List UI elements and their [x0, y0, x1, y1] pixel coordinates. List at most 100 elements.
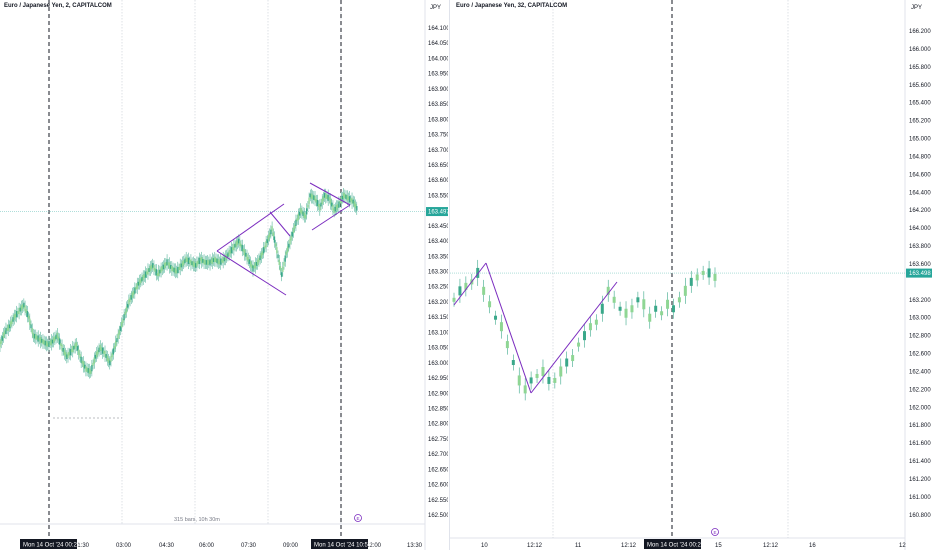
symbol-title[interactable]: Euro / Japanese Yen, 2, CAPITALCOM	[4, 3, 112, 9]
candle-body	[214, 256, 216, 263]
candle-body	[163, 262, 166, 269]
candle-body	[24, 305, 26, 311]
candle-body	[333, 208, 335, 213]
price-tick-label: 160.800	[909, 513, 931, 519]
candle-body	[666, 299, 670, 309]
candle-body	[276, 247, 278, 254]
chart-pane-left[interactable]: 164.100 164.050 164.000 163.950 163.900 163.8…	[0, 0, 448, 550]
price-tick-label: 162.650	[428, 467, 448, 473]
candle-body	[166, 259, 168, 266]
candle-body	[511, 360, 515, 366]
candle-body	[49, 341, 51, 345]
candle-body	[128, 299, 130, 305]
candle-body	[88, 368, 91, 374]
candle-body	[258, 257, 260, 263]
candle-body	[130, 295, 132, 300]
candle-body	[107, 358, 110, 363]
candle-body	[147, 268, 149, 275]
candle-body	[58, 338, 61, 345]
candle-body	[5, 327, 7, 334]
candle-body	[51, 339, 54, 344]
date-badge-label: Mon 14 Oct '24 10:50	[314, 543, 372, 549]
time-tick-label: 16	[809, 543, 816, 549]
candle-body	[260, 252, 263, 259]
candle-body	[143, 274, 146, 278]
candle-body	[0, 339, 2, 344]
candle-body	[247, 257, 249, 262]
candle-body	[6, 327, 8, 331]
candle-body	[233, 244, 235, 251]
candle-body	[33, 333, 36, 339]
candle-body	[282, 266, 284, 272]
candle-body	[111, 353, 113, 358]
candle-body	[19, 307, 21, 312]
candle-body	[149, 265, 152, 272]
candle-body	[183, 260, 185, 265]
candle-body	[285, 251, 288, 255]
candle-body	[600, 303, 604, 314]
candle-body	[35, 334, 37, 340]
candle-body	[190, 259, 192, 266]
price-tick-label: 163.600	[428, 178, 448, 184]
candle-body	[54, 336, 56, 341]
candle-body	[452, 297, 456, 302]
candle-body	[273, 236, 276, 243]
candle-body	[203, 258, 205, 265]
candle-body	[683, 285, 687, 296]
price-tick-label: 164.200	[909, 208, 931, 214]
candle-body	[320, 202, 322, 207]
last-price-label: 163.497	[428, 210, 448, 216]
candle-body	[707, 268, 711, 278]
price-tick-label: 162.900	[428, 391, 448, 397]
candle-body	[346, 195, 348, 201]
time-tick-label: 11	[575, 543, 582, 549]
candle-body	[291, 231, 294, 237]
chart-pane-right[interactable]: 166.200 166.000 165.800 165.600 165.400 165.2…	[449, 0, 932, 550]
candle-body	[303, 212, 305, 218]
time-tick-label: 07:30	[241, 543, 257, 549]
candle-body	[159, 269, 161, 274]
price-tick-label: 163.550	[428, 193, 448, 199]
candle-body	[277, 254, 279, 259]
candle-body	[195, 263, 197, 268]
candle-body	[60, 343, 62, 347]
candle-body	[75, 342, 78, 347]
candle-body	[72, 346, 74, 353]
candle-body	[20, 305, 23, 311]
candle-body	[339, 200, 341, 204]
candle-body	[76, 346, 79, 351]
candle-body	[146, 271, 148, 275]
candle-body	[263, 247, 265, 254]
symbol-title[interactable]: Euro / Japanese Yen, 32, CAPITALCOM	[456, 3, 568, 9]
candle-body	[32, 333, 35, 338]
candle-body	[10, 321, 12, 327]
candle-body	[155, 269, 158, 276]
candle-body	[344, 193, 346, 199]
candle-body	[322, 196, 325, 201]
pattern-trendline	[269, 211, 291, 237]
candle-body	[310, 193, 313, 199]
candle-body	[78, 349, 80, 355]
price-tick-label: 165.200	[909, 119, 931, 125]
chart-left-svg[interactable]: 164.100 164.050 164.000 163.950 163.900 163.8…	[0, 0, 448, 550]
price-tick-label: 163.850	[428, 102, 448, 108]
candle-body	[249, 261, 252, 267]
candle-body	[329, 198, 332, 205]
candle-body	[309, 193, 311, 198]
candle-body	[50, 339, 53, 346]
price-tick-label: 164.100	[428, 26, 448, 32]
candle-body	[328, 196, 331, 200]
price-tick-label: 163.700	[428, 148, 448, 154]
event-icon-label: E	[357, 516, 360, 521]
candle-body	[98, 347, 100, 353]
chart-right-svg[interactable]: 166.200 166.000 165.800 165.600 165.400 165.2…	[450, 0, 932, 550]
candle-body	[308, 197, 310, 204]
candle-body	[79, 354, 81, 358]
candle-body	[4, 330, 6, 335]
candle-body	[17, 311, 19, 315]
event-icon-label: E	[714, 530, 717, 535]
candle-body	[189, 260, 191, 264]
candle-body	[93, 357, 95, 364]
candle-body	[161, 266, 163, 271]
price-tick-label: 161.200	[909, 477, 931, 483]
